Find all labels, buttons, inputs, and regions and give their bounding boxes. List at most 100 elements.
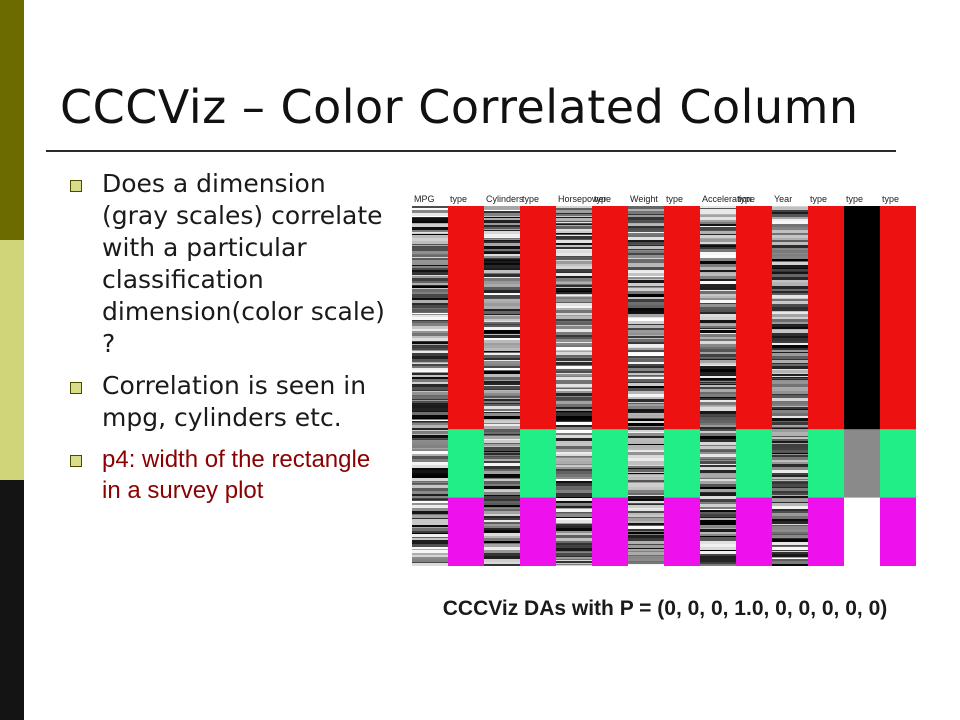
- gray-band: [772, 311, 809, 313]
- gray-band: [412, 356, 449, 360]
- gray-band: [772, 256, 809, 260]
- gray-band: [412, 224, 449, 228]
- gray-band: [484, 322, 521, 325]
- gray-band: [412, 336, 449, 339]
- gray-band: [628, 534, 665, 536]
- class-segment-magenta: [448, 497, 485, 566]
- gray-band: [700, 461, 737, 465]
- gray-band: [772, 286, 809, 290]
- gray-band: [412, 435, 449, 439]
- gray-band: [484, 377, 521, 381]
- gray-band: [628, 308, 665, 312]
- gray-band: [772, 454, 809, 456]
- gray-band: [412, 268, 449, 271]
- gray-band: [700, 477, 737, 479]
- gray-band: [700, 242, 737, 245]
- viz-column-9: type: [736, 194, 773, 566]
- gray-band: [556, 393, 593, 397]
- gray-band: [628, 518, 665, 520]
- gray-band: [772, 235, 809, 239]
- gray-band: [772, 457, 809, 461]
- class-segment-green: [664, 429, 701, 499]
- gray-band: [628, 362, 665, 365]
- gray-band: [628, 251, 665, 254]
- gray-band: [484, 505, 521, 508]
- gray-band: [484, 447, 521, 450]
- gray-band: [772, 499, 809, 503]
- gray-band: [484, 364, 521, 367]
- gray-band: [772, 274, 809, 278]
- gray-band: [628, 394, 665, 398]
- gray-band: [772, 221, 809, 225]
- gray-band: [556, 409, 593, 412]
- gray-band: [700, 314, 737, 318]
- gray-band: [484, 396, 521, 399]
- gray-band: [484, 453, 521, 456]
- column-header-label: Weight: [630, 194, 658, 204]
- gray-band: [484, 325, 521, 328]
- bullet-list: Does a dimension (gray scales) correlate…: [70, 168, 390, 516]
- gray-band: [772, 212, 809, 215]
- gray-band: [628, 490, 665, 494]
- gray-band: [628, 240, 665, 242]
- gray-band: [556, 264, 593, 267]
- gray-band: [772, 348, 809, 351]
- gray-band: [556, 443, 593, 447]
- gray-band: [484, 371, 521, 375]
- gray-band: [556, 272, 593, 274]
- gray-band: [628, 371, 665, 374]
- gray-band: [484, 345, 521, 349]
- gray-band: [700, 544, 737, 548]
- gray-band: [556, 351, 593, 353]
- gray-band: [484, 381, 521, 384]
- gray-band: [628, 545, 665, 549]
- gray-band: [556, 401, 593, 405]
- gray-band: [628, 445, 665, 449]
- gray-band: [412, 245, 449, 247]
- gray-band: [484, 469, 521, 472]
- gray-band: [700, 525, 737, 527]
- gray-band: [412, 364, 449, 367]
- gray-band: [412, 559, 449, 563]
- gray-band: [772, 418, 809, 422]
- gray-band: [556, 408, 593, 410]
- gray-band: [628, 419, 665, 422]
- gray-band: [772, 341, 809, 344]
- gray-band: [700, 507, 737, 510]
- class-segment-green: [736, 429, 773, 499]
- class-segment-red: [592, 206, 629, 430]
- gray-band: [412, 375, 449, 378]
- gray-band: [628, 463, 665, 466]
- gray-band: [556, 469, 593, 472]
- gray-band: [628, 487, 665, 490]
- gray-band: [628, 421, 665, 424]
- gray-band: [772, 378, 809, 380]
- gray-band: [628, 342, 665, 345]
- gray-band: [412, 348, 449, 351]
- gray-band: [484, 301, 521, 304]
- gray-band: [628, 214, 665, 216]
- gray-band: [772, 338, 809, 342]
- gray-band: [772, 262, 809, 266]
- gray-band: [700, 492, 737, 494]
- gray-band: [412, 210, 449, 214]
- gray-band: [484, 246, 521, 250]
- gray-band: [628, 523, 665, 526]
- gray-band: [412, 518, 449, 520]
- gray-band: [484, 303, 521, 307]
- gray-band: [700, 465, 737, 468]
- class-segment-red: [664, 206, 701, 430]
- gray-band: [628, 377, 665, 380]
- gray-band: [556, 243, 593, 246]
- gray-band: [700, 454, 737, 458]
- gray-band: [628, 493, 665, 496]
- gray-band: [556, 404, 593, 408]
- gray-band: [412, 531, 449, 534]
- gray-band: [484, 411, 521, 413]
- gray-band: [556, 319, 593, 322]
- gray-band: [556, 296, 593, 298]
- gray-band: [700, 291, 737, 295]
- gray-band: [700, 214, 737, 216]
- gray-band: [772, 416, 809, 419]
